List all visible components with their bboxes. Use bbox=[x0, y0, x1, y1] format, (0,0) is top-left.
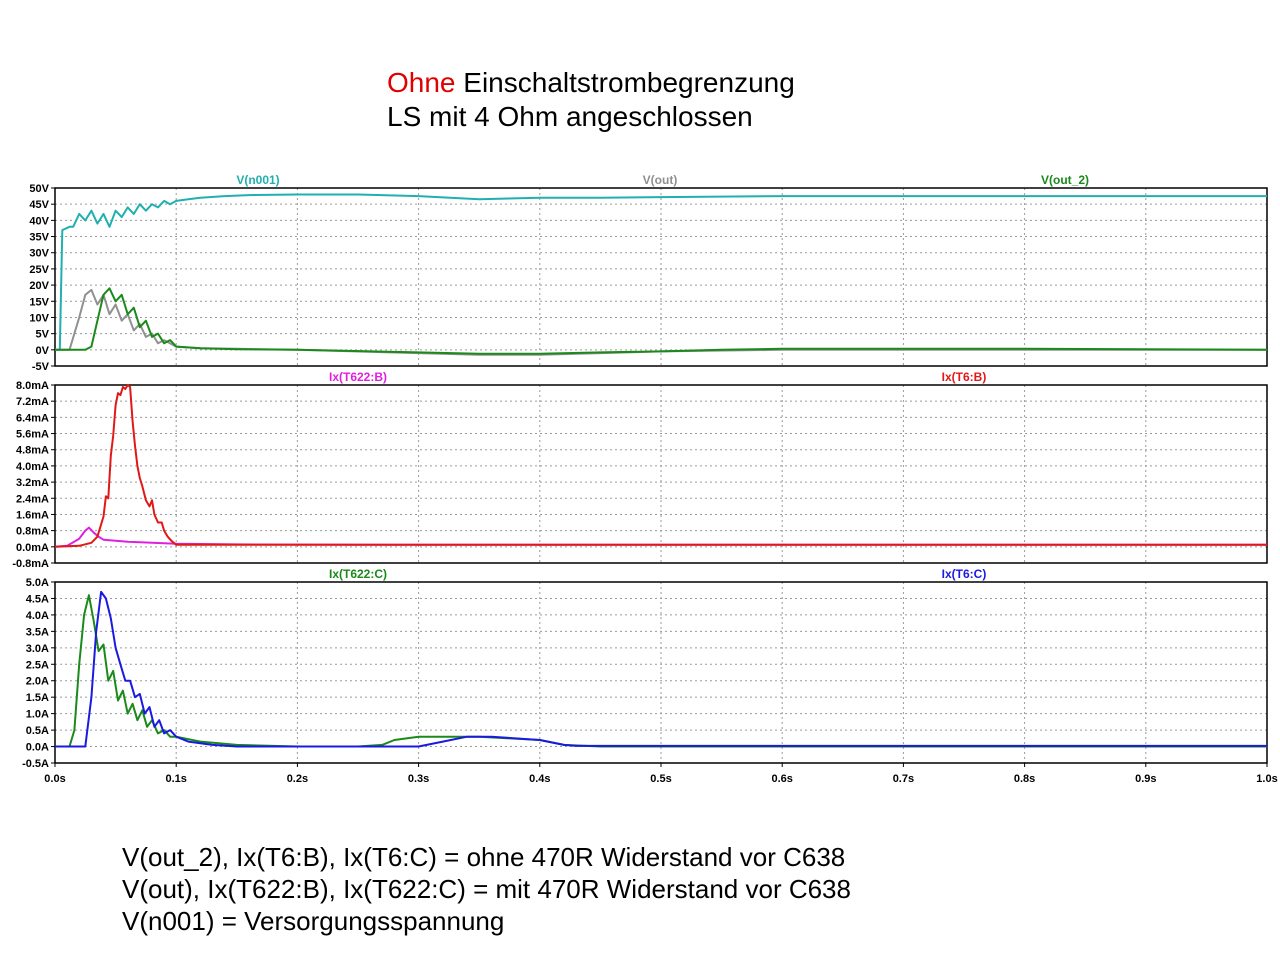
legend-note-3: V(n001) = Versorgungsspannung bbox=[122, 906, 505, 936]
legend-notes: V(out_2), Ix(T6:B), Ix(T6:C) = ohne 470R… bbox=[122, 841, 851, 937]
y-tick-label: 0V bbox=[36, 345, 50, 357]
y-tick-label: 8.0mA bbox=[16, 380, 49, 392]
plot-frame bbox=[54, 384, 1268, 564]
y-tick-label: 3.0A bbox=[26, 643, 49, 655]
y-tick-label: 50V bbox=[29, 183, 49, 195]
series-line-v-out-2- bbox=[55, 287, 1268, 355]
y-tick-label: 0.0mA bbox=[16, 542, 49, 554]
header-line-1: Ohne Einschaltstrombegrenzung bbox=[387, 66, 795, 100]
y-tick-label: 1.0A bbox=[26, 709, 49, 721]
y-tick-label: 40V bbox=[29, 215, 49, 227]
y-tick-label: -0.5A bbox=[22, 758, 49, 770]
y-tick-label: 4.8mA bbox=[16, 445, 49, 457]
y-tick-label: 4.0A bbox=[26, 610, 49, 622]
trace-label: V(out) bbox=[643, 173, 678, 187]
x-tick-label: 0.9s bbox=[1135, 773, 1156, 785]
x-tick-label: 0.1s bbox=[165, 773, 186, 785]
legend-note-2: V(out), Ix(T622:B), Ix(T622:C) = mit 470… bbox=[122, 874, 851, 904]
y-tick-label: 2.0A bbox=[26, 676, 49, 688]
trace-label: Ix(T6:C) bbox=[942, 567, 987, 581]
y-tick-label: 10V bbox=[29, 312, 49, 324]
y-tick-label: 2.4mA bbox=[16, 493, 49, 505]
y-tick-label: 4.5A bbox=[26, 593, 49, 605]
y-tick-label: 3.5A bbox=[26, 626, 49, 638]
y-tick-label: 45V bbox=[29, 199, 49, 211]
trace-label: V(out_2) bbox=[1041, 173, 1089, 187]
x-tick-label: 0.4s bbox=[529, 773, 550, 785]
x-tick-label: 0.6s bbox=[771, 773, 792, 785]
y-tick-label: 3.2mA bbox=[16, 477, 49, 489]
x-tick-label: 0.0s bbox=[44, 773, 65, 785]
y-tick-label: 7.2mA bbox=[16, 396, 49, 408]
y-tick-label: 25V bbox=[29, 264, 49, 276]
series-line-ix-t6-b- bbox=[54, 384, 1267, 548]
header-line-2: LS mit 4 Ohm angeschlossen bbox=[387, 101, 753, 132]
trace-label: Ix(T622:B) bbox=[329, 370, 387, 384]
y-tick-label: 0.8mA bbox=[16, 526, 49, 538]
y-tick-label: 0.0A bbox=[26, 742, 49, 754]
x-tick-label: 0.7s bbox=[893, 773, 914, 785]
header-ohne-word: Ohne bbox=[387, 67, 456, 98]
x-tick-label: 0.2s bbox=[287, 773, 308, 785]
y-tick-label: -5V bbox=[32, 361, 50, 373]
trace-label: V(n001) bbox=[236, 173, 279, 187]
x-tick-label: 1.0s bbox=[1256, 773, 1277, 785]
y-tick-label: 20V bbox=[29, 280, 49, 292]
y-tick-label: 4.0mA bbox=[16, 461, 49, 473]
y-tick-label: 5.0A bbox=[26, 577, 49, 589]
y-tick-label: 35V bbox=[29, 232, 49, 244]
chart-header: Ohne Einschaltstrombegrenzung LS mit 4 O… bbox=[387, 66, 795, 134]
y-tick-label: 6.4mA bbox=[16, 412, 49, 424]
trace-label: Ix(T6:B) bbox=[942, 370, 987, 384]
series-line-ix-t6-c- bbox=[55, 590, 1267, 748]
x-tick-label: 0.8s bbox=[1014, 773, 1035, 785]
y-tick-label: 1.6mA bbox=[16, 509, 49, 521]
y-tick-label: 30V bbox=[29, 248, 49, 260]
plot-frame bbox=[54, 187, 1268, 367]
y-tick-label: -0.8mA bbox=[12, 558, 49, 570]
legend-note-1: V(out_2), Ix(T6:B), Ix(T6:C) = ohne 470R… bbox=[122, 842, 846, 872]
trace-label: Ix(T622:C) bbox=[329, 567, 387, 581]
series-line-v-n001- bbox=[55, 193, 1267, 351]
y-tick-label: 15V bbox=[29, 296, 49, 308]
header-line-1-rest: Einschaltstrombegrenzung bbox=[455, 67, 795, 98]
y-tick-label: 0.5A bbox=[26, 725, 49, 737]
x-tick-label: 0.3s bbox=[408, 773, 429, 785]
x-tick-label: 0.5s bbox=[650, 773, 671, 785]
series-line-v-out- bbox=[55, 288, 1267, 356]
y-tick-label: 2.5A bbox=[26, 659, 49, 671]
y-tick-label: 5.6mA bbox=[16, 429, 49, 441]
y-tick-label: 1.5A bbox=[26, 692, 49, 704]
y-tick-label: 5V bbox=[36, 329, 50, 341]
